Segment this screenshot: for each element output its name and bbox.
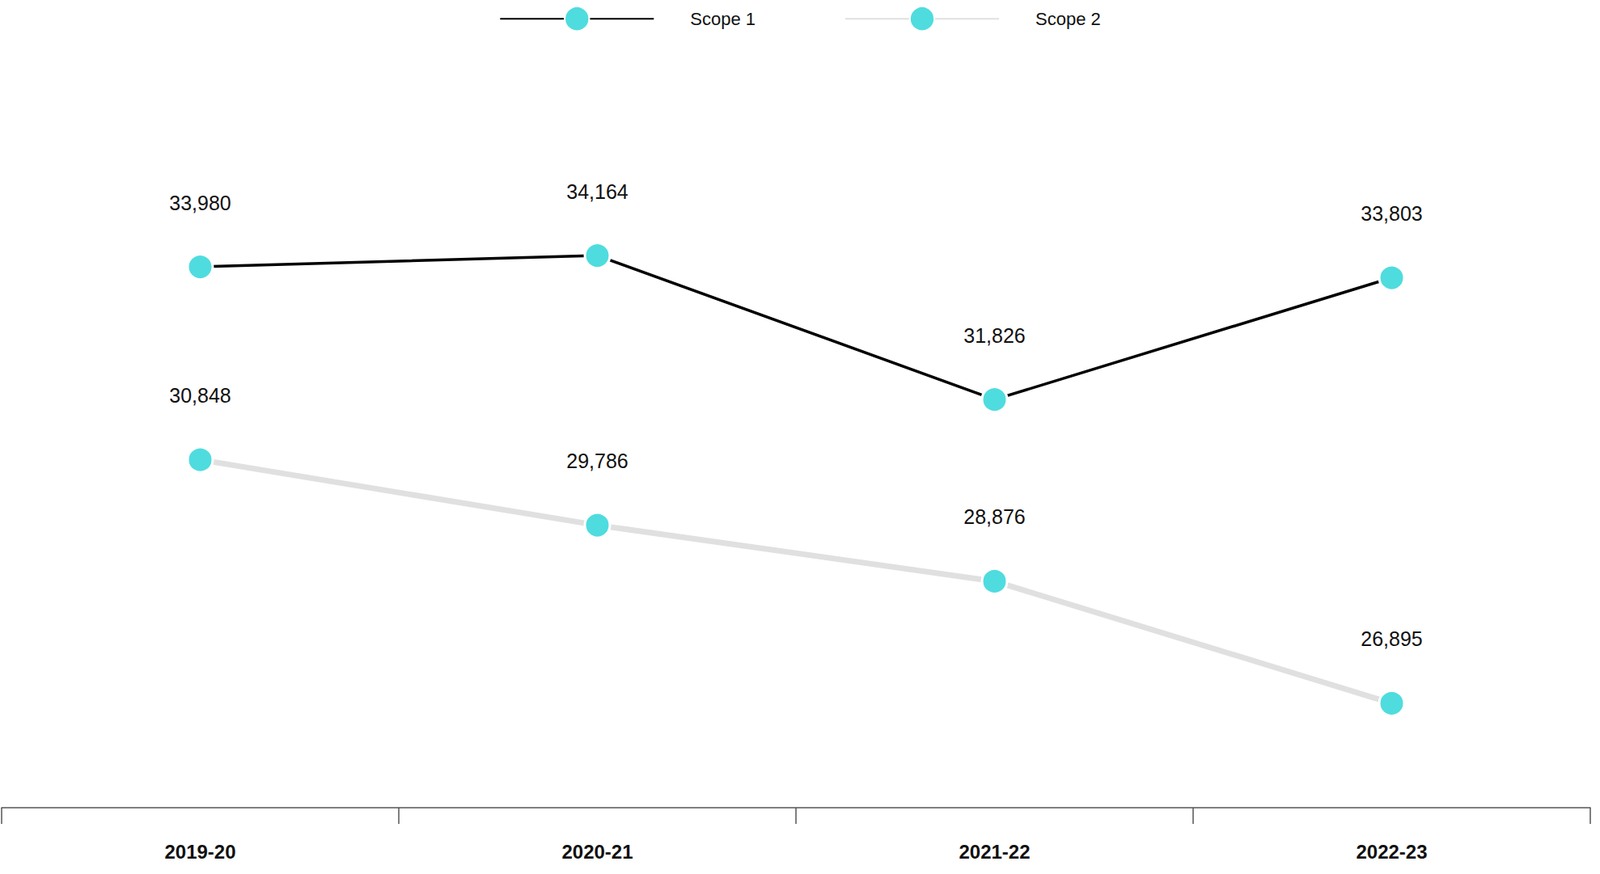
svg-text:29,786: 29,786 [566, 449, 628, 473]
svg-text:2021-22: 2021-22 [958, 841, 1030, 864]
svg-text:33,980: 33,980 [169, 191, 231, 215]
svg-text:Scope 2: Scope 2 [1035, 8, 1101, 30]
svg-text:2019-20: 2019-20 [164, 841, 236, 864]
svg-text:34,164: 34,164 [566, 180, 629, 204]
svg-text:28,876: 28,876 [963, 505, 1025, 529]
svg-text:33,803: 33,803 [1360, 202, 1423, 225]
svg-text:31,826: 31,826 [963, 324, 1025, 348]
svg-text:30,848: 30,848 [169, 384, 231, 407]
svg-text:2022-23: 2022-23 [1355, 841, 1427, 864]
svg-text:2020-21: 2020-21 [561, 841, 633, 864]
svg-text:26,895: 26,895 [1360, 627, 1423, 651]
svg-text:Scope 1: Scope 1 [689, 8, 756, 30]
